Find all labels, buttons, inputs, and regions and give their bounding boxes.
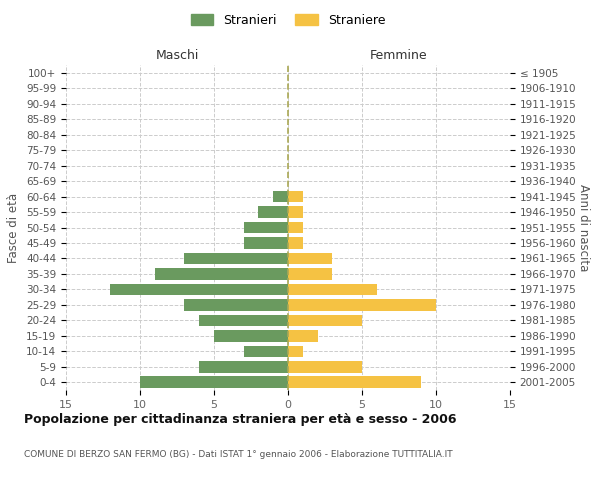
Bar xyxy=(288,299,436,310)
Y-axis label: Fasce di età: Fasce di età xyxy=(7,192,20,262)
Bar xyxy=(259,206,288,218)
Bar xyxy=(288,190,303,202)
Bar xyxy=(288,361,362,372)
Bar xyxy=(288,314,362,326)
Bar xyxy=(184,299,288,310)
Bar xyxy=(244,237,288,249)
Bar xyxy=(288,346,303,357)
Y-axis label: Anni di nascita: Anni di nascita xyxy=(577,184,590,271)
Bar xyxy=(184,252,288,264)
Bar xyxy=(110,284,288,295)
Bar xyxy=(214,330,288,342)
Legend: Stranieri, Straniere: Stranieri, Straniere xyxy=(185,8,391,32)
Bar xyxy=(155,268,288,280)
Bar xyxy=(140,376,288,388)
Bar xyxy=(244,346,288,357)
Text: COMUNE DI BERZO SAN FERMO (BG) - Dati ISTAT 1° gennaio 2006 - Elaborazione TUTTI: COMUNE DI BERZO SAN FERMO (BG) - Dati IS… xyxy=(24,450,452,459)
Bar xyxy=(288,376,421,388)
Bar xyxy=(288,252,332,264)
Text: Popolazione per cittadinanza straniera per età e sesso - 2006: Popolazione per cittadinanza straniera p… xyxy=(24,412,457,426)
Bar xyxy=(288,206,303,218)
Bar xyxy=(244,222,288,234)
Bar xyxy=(273,190,288,202)
Text: Femmine: Femmine xyxy=(370,49,428,62)
Bar xyxy=(288,330,317,342)
Bar xyxy=(288,237,303,249)
Bar xyxy=(199,361,288,372)
Bar xyxy=(199,314,288,326)
Text: Maschi: Maschi xyxy=(155,49,199,62)
Bar xyxy=(288,222,303,234)
Bar xyxy=(288,284,377,295)
Bar xyxy=(288,268,332,280)
